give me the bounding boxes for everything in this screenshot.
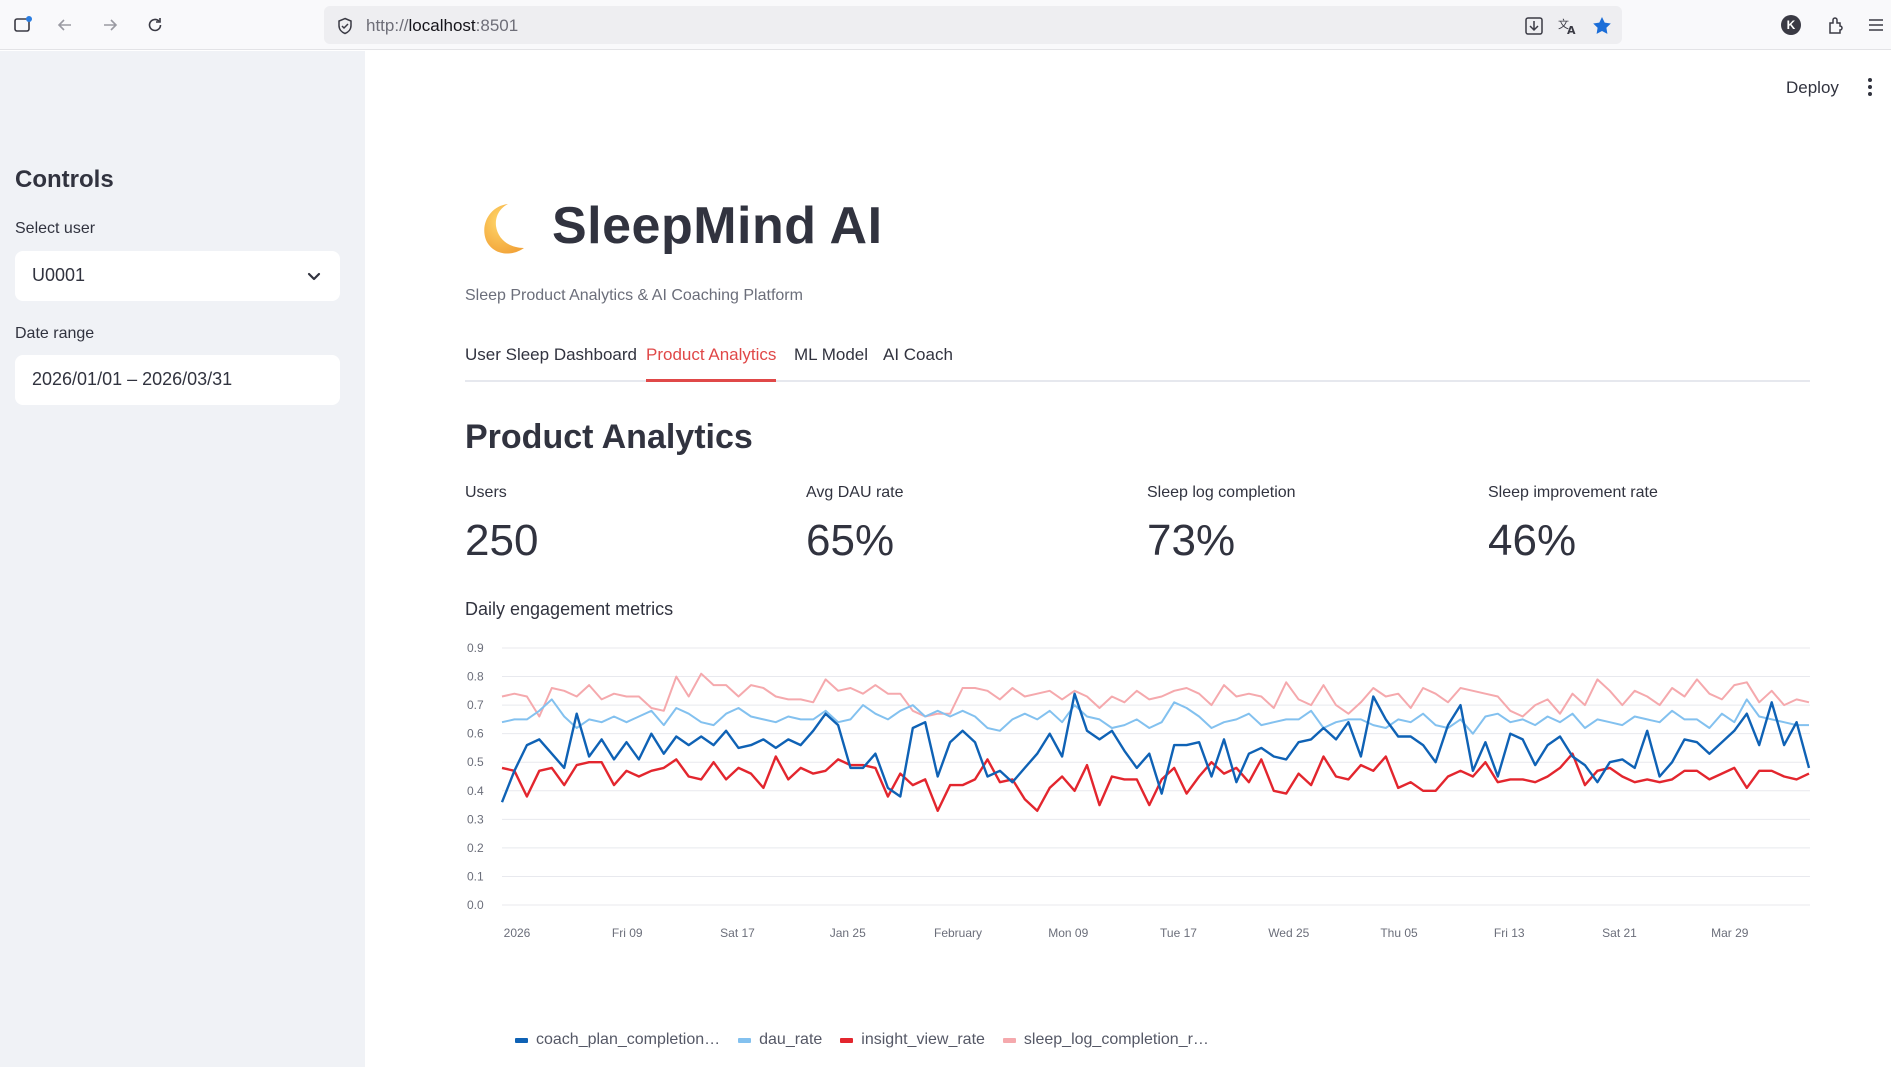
chevron-down-icon	[307, 272, 321, 281]
x-tick-label: Sat 17	[720, 926, 755, 940]
tab-ai-coach[interactable]: AI Coach	[883, 345, 953, 364]
legend-label: sleep_log_completion_r…	[1023, 1031, 1209, 1048]
crescent-moon-icon	[484, 204, 524, 254]
y-tick-label: 0.7	[467, 698, 484, 712]
metric-value: 46%	[1488, 516, 1577, 565]
tab-user-sleep-dashboard[interactable]: User Sleep Dashboard	[465, 345, 637, 364]
x-tick-label: Tue 17	[1160, 926, 1197, 940]
x-tick-label: February	[934, 926, 982, 940]
svg-text:文: 文	[1558, 17, 1569, 31]
section-title: Product Analytics	[465, 418, 753, 456]
menu-icon[interactable]	[1861, 10, 1891, 40]
legend-swatch	[1002, 1037, 1016, 1043]
metric-value: 65%	[806, 516, 895, 565]
y-tick-label: 0.0	[467, 898, 484, 912]
date-range-label: Date range	[15, 325, 95, 342]
forward-icon[interactable]	[95, 10, 125, 40]
x-tick-label: 2026	[504, 926, 531, 940]
metric-users: Users 250	[465, 484, 795, 566]
chart-title: Daily engagement metrics	[465, 599, 674, 619]
legend-swatch	[840, 1037, 854, 1043]
legend-item[interactable]: coach_plan_completion…	[515, 1031, 720, 1049]
metric-label: Sleep improvement rate	[1488, 484, 1658, 501]
x-tick-label: Fri 09	[612, 926, 643, 940]
series-line-2	[501, 752, 1810, 813]
sidebar-title: Controls	[15, 166, 114, 193]
tab-product-analytics[interactable]: Product Analytics	[646, 345, 777, 382]
y-tick-label: 0.9	[467, 641, 484, 655]
engagement-line-chart[interactable]: 0.9 0.8 0.7 0.6 0.5 0.4 0.3 0.2 0.1 0.0 2026 Fri 09…	[465, 640, 1815, 1000]
x-tick-label: Fri 13	[1494, 926, 1525, 940]
date-range-input[interactable]: 2026/01/01 – 2026/03/31	[15, 355, 340, 405]
y-tick-label: 0.3	[467, 812, 484, 826]
y-tick-label: 0.8	[467, 670, 484, 684]
tab-bar: User Sleep Dashboard Product Analytics M…	[465, 342, 1810, 382]
metric-value: 73%	[1147, 516, 1236, 565]
legend-item[interactable]: insight_view_rate	[840, 1031, 985, 1049]
y-tick-label: 0.2	[467, 841, 484, 855]
x-tick-label: Sat 21	[1602, 926, 1637, 940]
sidebar: Controls Select user U0001 Date range 20…	[0, 51, 365, 1067]
legend-item[interactable]: sleep_log_completion_r…	[1002, 1031, 1209, 1049]
date-range-value: 2026/01/01 – 2026/03/31	[32, 369, 233, 389]
y-tick-label: 0.5	[467, 755, 484, 769]
deploy-button[interactable]: Deploy	[1786, 78, 1839, 97]
metric-label: Avg DAU rate	[806, 484, 904, 501]
url-text: http://localhost:8501	[366, 16, 519, 35]
tab-ml-model[interactable]: ML Model	[794, 345, 869, 364]
legend-item[interactable]: dau_rate	[738, 1031, 822, 1049]
metric-label: Sleep log completion	[1147, 484, 1296, 501]
shield-icon[interactable]	[334, 15, 356, 37]
metric-value: 250	[465, 516, 539, 565]
app-subtitle: Sleep Product Analytics & AI Coaching Pl…	[465, 287, 803, 304]
y-tick-label: 0.1	[467, 869, 484, 883]
select-user-label: Select user	[15, 220, 96, 237]
metric-label: Users	[465, 484, 507, 501]
user-select-value: U0001	[32, 265, 86, 285]
series-line-1	[501, 698, 1809, 735]
legend-swatch	[738, 1037, 752, 1043]
profile-avatar[interactable]: K	[1776, 10, 1806, 40]
bookmark-star-icon[interactable]	[1591, 15, 1613, 37]
more-options-icon[interactable]	[1862, 76, 1878, 98]
x-tick-label: Wed 25	[1268, 926, 1309, 940]
chart-legend: coach_plan_completion… dau_rate insight_vi…	[515, 1029, 1227, 1051]
x-tick-label: Mon 09	[1048, 926, 1088, 940]
series-line-3	[501, 672, 1810, 718]
app-title: SleepMind AI	[552, 197, 883, 255]
x-tick-label: Mar 29	[1711, 926, 1749, 940]
y-tick-label: 0.6	[467, 727, 484, 741]
back-icon[interactable]	[50, 10, 80, 40]
profile-initial: K	[1781, 15, 1801, 35]
series-line-0	[500, 692, 1811, 803]
x-tick-label: Jan 25	[830, 926, 866, 940]
download-icon[interactable]	[1523, 15, 1545, 37]
legend-label: dau_rate	[759, 1031, 823, 1048]
x-tick-label: Thu 05	[1380, 926, 1418, 940]
legend-label: insight_view_rate	[861, 1031, 985, 1048]
svg-text:A: A	[1567, 24, 1576, 36]
tab-overview-icon[interactable]	[8, 10, 38, 40]
legend-swatch	[515, 1037, 528, 1043]
y-tick-label: 0.4	[467, 784, 484, 798]
metric-sleep-improvement-rate: Sleep improvement rate 46%	[1488, 484, 1818, 566]
extensions-icon[interactable]	[1821, 10, 1851, 40]
metric-sleep-log-completion: Sleep log completion 73%	[1147, 484, 1477, 566]
reload-icon[interactable]	[140, 10, 170, 40]
legend-label: coach_plan_completion…	[536, 1031, 721, 1048]
user-select[interactable]: U0001	[15, 251, 340, 301]
metric-avg-dau-rate: Avg DAU rate 65%	[806, 484, 1136, 566]
